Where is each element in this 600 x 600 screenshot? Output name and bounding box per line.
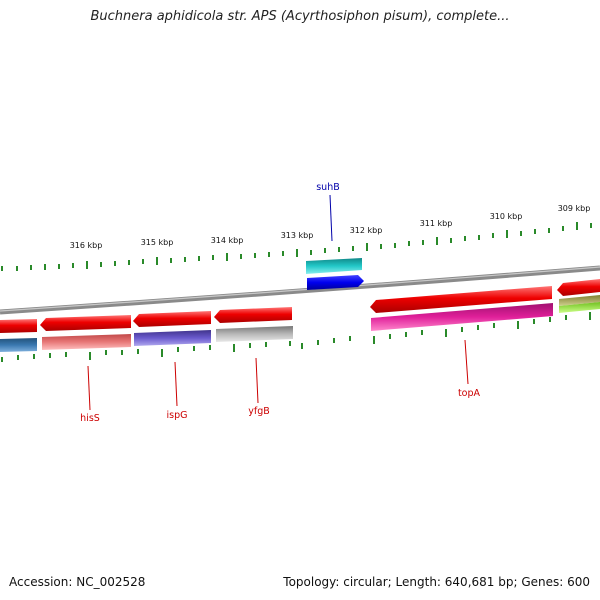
hisS-leader-line (87, 365, 91, 411)
yfgB-leader-line (255, 357, 259, 404)
inner-tick-ruler (1, 312, 591, 362)
feature-bar-hisS-a[interactable] (0, 338, 37, 352)
kbp-label: 310 kbp (490, 212, 523, 221)
feature-bar-right-b[interactable] (559, 302, 600, 313)
kbp-label: 313 kbp (281, 231, 314, 240)
feature-bar-right-a[interactable] (559, 295, 600, 306)
gene-label-topA[interactable]: topA (458, 388, 481, 399)
kbp-labels: 316 kbp 315 kbp 314 kbp 313 kbp 312 kbp … (70, 204, 591, 250)
genome-backbone-highlight (0, 266, 600, 312)
gene-label-suhB[interactable]: suhB (316, 182, 340, 193)
kbp-label: 316 kbp (70, 241, 103, 250)
topA-leader-line (464, 339, 469, 385)
gene-feature-ispG[interactable] (133, 311, 211, 327)
gene-feature-suhB-upper[interactable] (306, 258, 362, 274)
gene-label-yfgB[interactable]: yfgB (248, 406, 270, 417)
gene-feature-hisS[interactable] (40, 315, 131, 331)
inner-ticks (1, 312, 591, 362)
feature-bar-hisS-b[interactable] (42, 334, 131, 350)
outer-ticks (1, 222, 592, 271)
gene-label-hisS[interactable]: hisS (80, 413, 100, 424)
gene-feature-left-edge[interactable] (0, 319, 37, 333)
map-title: Buchnera aphidicola str. APS (Acyrthosip… (90, 9, 510, 24)
gene-feature-yfgB[interactable] (214, 307, 292, 323)
suhB-leader-line (329, 194, 333, 242)
feature-bar-ispG[interactable] (134, 330, 211, 346)
kbp-label: 315 kbp (141, 238, 174, 247)
feature-bar-topA[interactable] (371, 303, 553, 331)
gene-feature-suhB[interactable] (307, 275, 364, 290)
gene-label-ispG[interactable]: ispG (167, 410, 188, 421)
genome-backbone (0, 265, 600, 315)
label-leaders (87, 194, 469, 411)
accession-text: Accession: NC_002528 (9, 575, 146, 589)
genome-summary-text: Topology: circular; Length: 640,681 bp; … (283, 575, 590, 589)
gene-feature-topA[interactable] (370, 286, 552, 313)
kbp-label: 312 kbp (350, 226, 383, 235)
kbp-label: 311 kbp (420, 219, 453, 228)
outer-tick-ruler (1, 222, 592, 271)
feature-bar-yfgB[interactable] (216, 326, 293, 342)
kbp-label: 314 kbp (211, 236, 244, 245)
gene-feature-right-edge[interactable] (557, 279, 600, 296)
kbp-label: 309 kbp (558, 204, 591, 213)
ispG-leader-line (174, 361, 178, 407)
